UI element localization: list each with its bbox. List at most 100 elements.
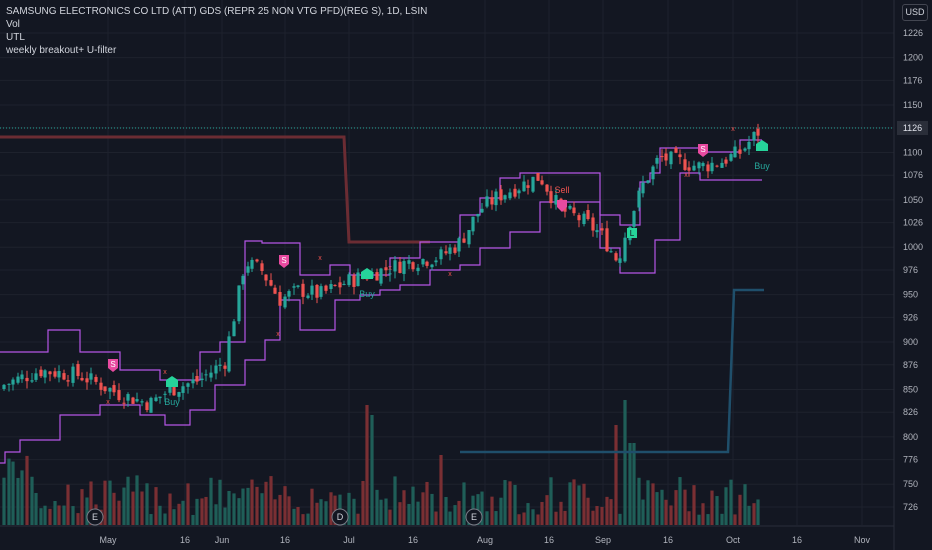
candle-body [264, 274, 268, 281]
volume-bar [43, 505, 47, 525]
currency-button[interactable]: USD [902, 4, 928, 21]
signal-badge [166, 376, 178, 387]
candle-body [743, 148, 747, 151]
volume-bar [269, 476, 273, 525]
candle-body [595, 230, 599, 233]
symbol-title[interactable]: SAMSUNG ELECTRONICS CO LTD (ATT) GDS (RE… [6, 6, 428, 17]
volume-bar [628, 443, 632, 525]
signal-badge [361, 268, 373, 279]
candle-body [720, 162, 724, 168]
candle-body [301, 283, 305, 297]
volume-bar [568, 482, 572, 525]
volume-bar [697, 514, 701, 525]
y-tick-label: 876 [903, 360, 918, 370]
candle-body [600, 228, 604, 231]
volume-bar [444, 497, 448, 525]
volume-bar [678, 477, 682, 525]
indicator-utl[interactable]: UTL [6, 32, 25, 43]
event-marker-e: E [465, 508, 483, 526]
y-tick-label: 776 [903, 455, 918, 465]
volume-bar [310, 488, 314, 525]
candle-body [457, 238, 461, 252]
volume-bar [747, 505, 751, 525]
volume-bar [80, 489, 84, 525]
volume-bar [517, 514, 521, 525]
candle-body [646, 180, 650, 183]
candle-body [76, 364, 80, 376]
candle-body [697, 162, 701, 169]
signal-text: Buy [754, 161, 770, 171]
candle-body [43, 370, 47, 378]
volume-bar [163, 513, 167, 525]
candle-body [674, 147, 678, 153]
candle-body [53, 371, 57, 377]
candle-body [269, 280, 273, 286]
candle-body [117, 390, 121, 401]
indicator-breakout[interactable]: weekly breakout+ U-filter [6, 45, 117, 56]
candle-body [232, 321, 236, 337]
candle-body [411, 262, 415, 270]
volume-bar [692, 485, 696, 525]
volume-bar [664, 499, 668, 525]
volume-bar [733, 514, 737, 525]
candle-body [655, 157, 659, 164]
candle-body [356, 272, 360, 287]
cross-marker: x [731, 126, 735, 133]
volume-bar [20, 470, 24, 525]
candle-body [402, 261, 406, 274]
volume-bar [434, 511, 438, 525]
volume-bar [605, 496, 609, 525]
candle-body [177, 392, 181, 397]
candle-body [48, 371, 52, 375]
candle-body [315, 284, 319, 298]
volume-bar [264, 481, 268, 525]
signal-text: Buy [359, 289, 375, 299]
candle-body [112, 385, 116, 393]
candle-body [11, 379, 15, 385]
candle-body [80, 377, 84, 381]
x-tick-label: Oct [726, 535, 741, 545]
y-tick-label: 850 [903, 384, 918, 394]
x-tick-label: Jun [215, 535, 230, 545]
volume-bar [195, 498, 199, 525]
candle-body [494, 191, 498, 206]
candle-body [158, 396, 162, 399]
candle-body [324, 285, 328, 291]
volume-bar [384, 498, 388, 525]
candle-body [319, 286, 323, 297]
volume-bar [559, 501, 563, 525]
x-tick-label: Jul [343, 535, 355, 545]
signal-text: S [700, 145, 705, 154]
volume-bar [503, 480, 507, 525]
x-tick-label: 16 [408, 535, 418, 545]
volume-bar [2, 477, 6, 525]
volume-bar [292, 508, 296, 525]
indicator-vol[interactable]: Vol [6, 19, 20, 30]
candle-body [393, 260, 397, 272]
volume-bar [48, 508, 52, 525]
x-tick-label: 16 [180, 535, 190, 545]
y-tick-label: 1050 [903, 195, 923, 205]
volume-bar [53, 500, 57, 525]
volume-bar [710, 490, 714, 525]
volume-bar [204, 496, 208, 525]
candle-body [669, 151, 673, 165]
candle-body [168, 386, 172, 393]
candle-body [747, 141, 751, 150]
volume-bar [531, 509, 535, 525]
volume-bar [614, 425, 618, 525]
candle-body [191, 379, 195, 384]
volume-bar [674, 490, 678, 525]
channel-lower [0, 172, 762, 464]
volume-bar [237, 498, 241, 525]
volume-bar [540, 501, 544, 525]
volume-bar [149, 514, 153, 525]
candle-body [467, 229, 471, 245]
volume-bar [499, 497, 503, 525]
volume-bar [687, 511, 691, 525]
candle-body [448, 247, 452, 254]
candle-body [255, 259, 259, 262]
candle-body [572, 207, 576, 214]
volume-bar [655, 492, 659, 525]
